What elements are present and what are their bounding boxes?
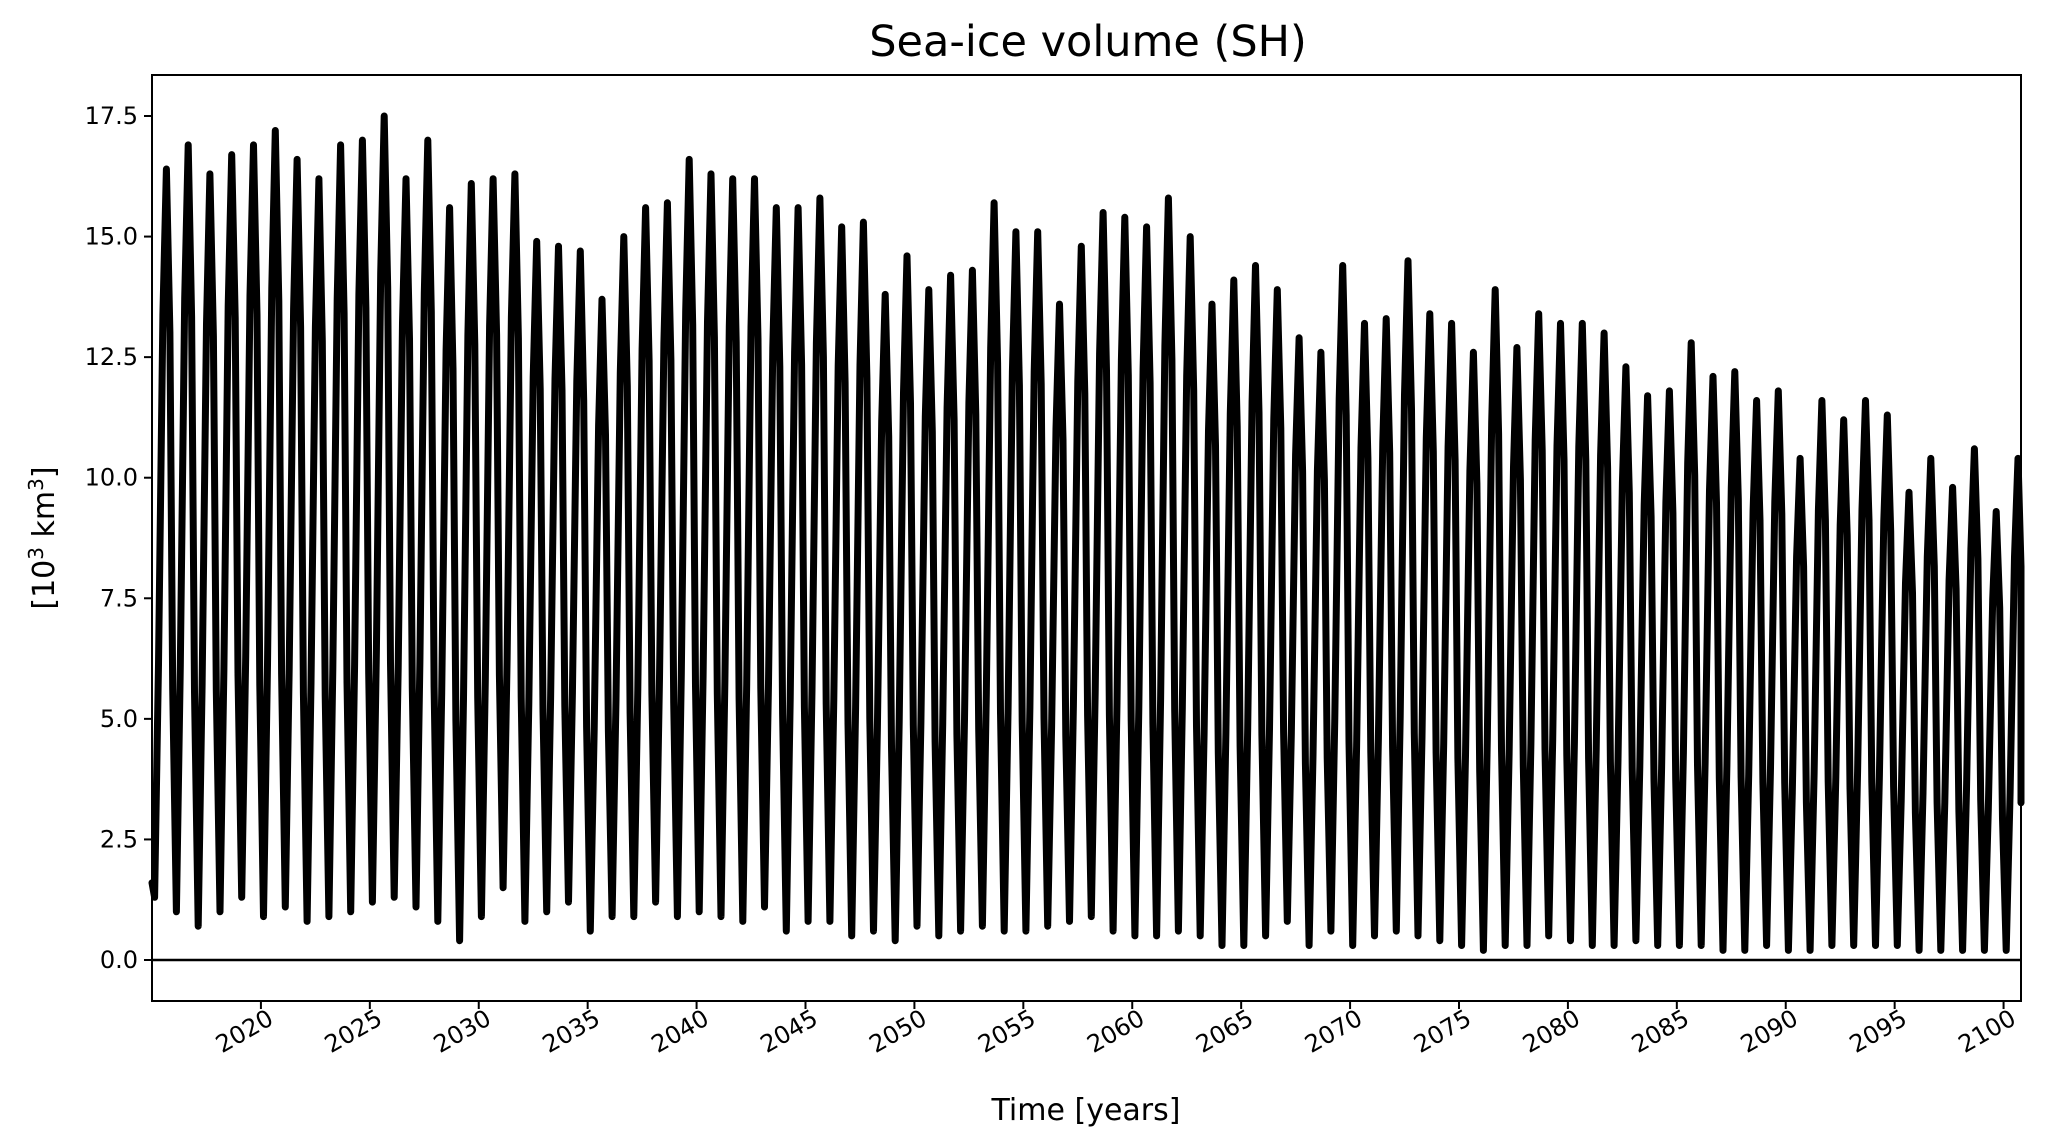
chart-title: Sea-ice volume (SH) [869, 17, 1306, 67]
y-tick-label: 7.5 [100, 584, 138, 612]
sea-ice-volume-series [148, 112, 2025, 954]
y-axis-label: [103 km3] [24, 466, 62, 609]
x-tick-label: 2045 [756, 1004, 823, 1059]
y-tick-label: 10.0 [85, 464, 138, 492]
y-tick-label: 17.5 [85, 102, 138, 130]
x-tick-label: 2065 [1191, 1004, 1258, 1059]
x-tick-label: 2090 [1736, 1004, 1803, 1059]
x-tick-label: 2035 [538, 1004, 605, 1059]
y-axis-label-exponent-1: 3 [24, 547, 48, 560]
y-tick-label: 2.5 [100, 825, 138, 853]
y-tick-label: 5.0 [100, 705, 138, 733]
x-tick-label: 2040 [647, 1004, 714, 1059]
x-tick-label: 2025 [320, 1004, 387, 1059]
y-axis-label-base: [10 [27, 560, 62, 610]
y-tick-label: 15.0 [85, 223, 138, 251]
x-tick-label: 2050 [865, 1004, 932, 1059]
x-tick-label: 2095 [1845, 1004, 1912, 1059]
x-tick-label: 2055 [973, 1004, 1040, 1059]
x-tick-label: 2070 [1300, 1004, 1367, 1059]
x-tick-label: 2020 [211, 1004, 278, 1059]
x-tick-label: 2100 [1954, 1004, 2021, 1059]
y-tick-label: 0.0 [100, 946, 138, 974]
y-axis-label-end: ] [27, 466, 62, 478]
x-tick-label: 2085 [1627, 1004, 1694, 1059]
plot-area [148, 74, 2025, 1002]
x-tick-label: 2080 [1518, 1004, 1585, 1059]
x-tick-label: 2075 [1409, 1004, 1476, 1059]
y-axis-label-exponent-2: 3 [24, 478, 48, 491]
plot-frame [151, 74, 2022, 1002]
x-tick-label: 2030 [429, 1004, 496, 1059]
y-axis: 0.0 2.5 5.0 7.5 10.0 12.5 15.0 17.5 [85, 102, 152, 974]
x-tick-label: 2060 [1082, 1004, 1149, 1059]
x-axis-label: Time [years] [991, 1093, 1181, 1128]
y-tick-label: 12.5 [85, 343, 138, 371]
y-axis-label-unit: km [27, 491, 62, 547]
x-axis: 2020 2025 2030 2035 2040 2045 2050 2055 2060 2065… [211, 1001, 2021, 1059]
